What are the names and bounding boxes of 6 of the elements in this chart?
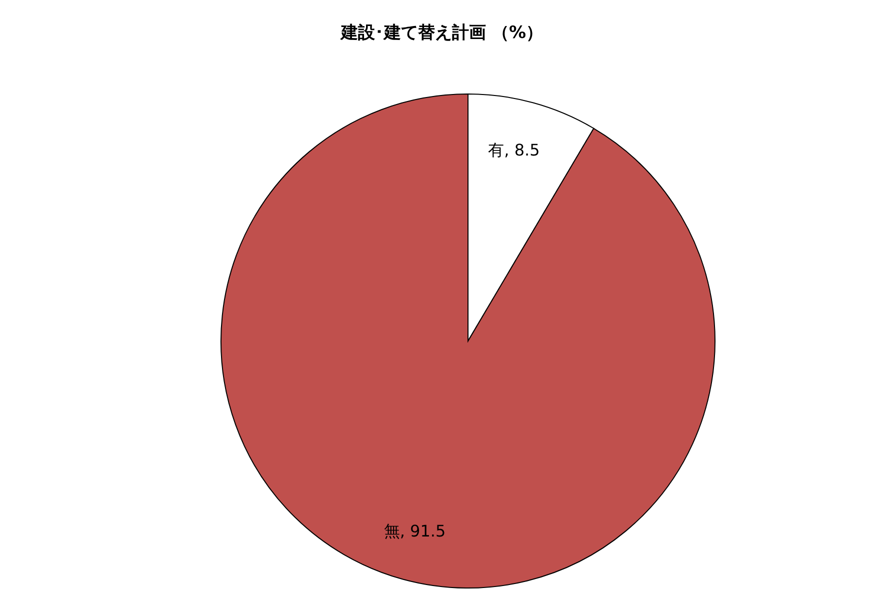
slice-label: 無 [384,522,400,541]
data-label: , 91.5 [400,522,446,541]
chart-title: 建設･建て替え計画 （%） [339,23,543,43]
pie-slice [220,94,716,588]
data-label: , 8.5 [504,140,540,160]
slice-label: 有 [488,140,504,160]
